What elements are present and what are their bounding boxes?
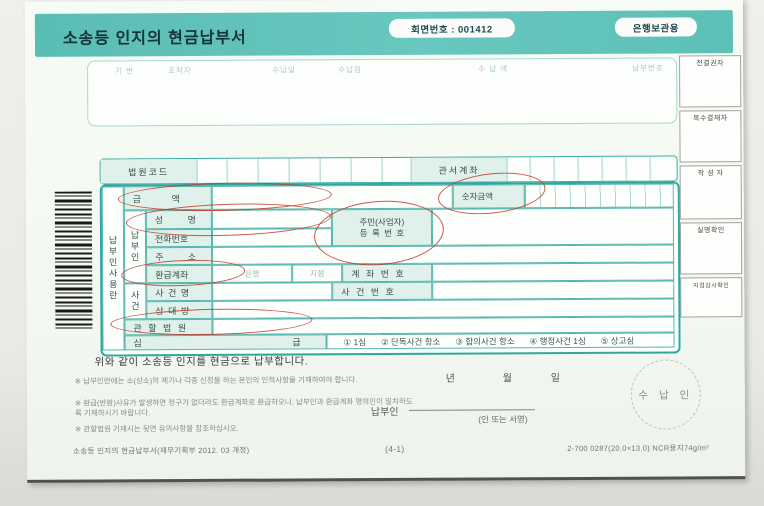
instance-option-2: ② 단독사건 항소 xyxy=(381,336,441,347)
resident-no-value-cell xyxy=(431,207,675,246)
bank-receipt-box: 기 번 조작자 수납일 수납점 수 납 액 납부번호 xyxy=(87,57,678,127)
case-no-value-cell xyxy=(432,280,675,300)
col-machine-no: 기 번 xyxy=(115,66,135,76)
footer-right: 2-700 0287(20.0×13.0) NCR용지74g/m² xyxy=(567,443,710,454)
payer-group-cell: 납부인 xyxy=(123,210,147,284)
opponent-value-cell xyxy=(212,298,675,319)
case-group-cell: 사건 xyxy=(124,283,147,320)
note-1: ※ 납부인란에는 소(상소)의 제기나 각종 신청을 하는 본인의 인적사항을 … xyxy=(74,375,358,386)
bank-name-cell: 은행 xyxy=(212,264,293,283)
footer-left: 소송등 인지의 현금납부서(재무기획부 2012. 03 개정) xyxy=(73,445,250,456)
note-2: ※ 환급(반환)사유가 발생하면 청구가 없더라도 환급계좌로 환급하오니, 납… xyxy=(74,396,413,418)
col-receipt-date: 수납일 xyxy=(272,65,296,75)
user-area-label: 납부인사용란 xyxy=(107,235,118,302)
amount-value-cell xyxy=(211,184,453,210)
phone-value-cell xyxy=(211,228,333,247)
instance-label-cell: 심 급 xyxy=(124,334,327,351)
instance-option-5: ⑤ 상고심 xyxy=(600,335,635,346)
amount-label-cell: 금 액 xyxy=(123,185,212,211)
branch-name-cell: 지점 xyxy=(292,264,343,283)
receipt-stamp-circle: 수 납 인 xyxy=(630,359,701,430)
payer-form-table: 납부인사용란 금 액 숫자금액 납부인 성 명 주민(사업자) 등 록 번 호 … xyxy=(99,181,681,357)
screen-number-badge: 회면번호 : 001412 xyxy=(388,18,515,38)
footer-center: (4-1) xyxy=(385,443,405,455)
office-account-label: 관서계좌 xyxy=(410,157,508,182)
case-no-label-cell: 사 건 번 호 xyxy=(332,281,433,301)
user-area-cell: 납부인사용란 xyxy=(101,186,125,351)
phone-label-cell: 전화번호 xyxy=(145,228,213,248)
header-band: 소송등 인지의 현금납부서 회면번호 : 001412 은행보관용 xyxy=(34,10,734,57)
approval-box-audit: 지점감사확인 xyxy=(680,277,743,318)
refund-account-label-cell: 환급계좌 xyxy=(146,264,213,284)
case-name-value-cell xyxy=(212,282,333,301)
account-no-label-cell: 계 좌 번 호 xyxy=(342,263,433,283)
col-payment-no: 납부번호 xyxy=(632,63,664,73)
barcode xyxy=(54,191,93,330)
opponent-label-cell: 상 대 방 xyxy=(146,300,213,320)
name-value-cell xyxy=(211,209,332,229)
day-label: 일 xyxy=(550,373,560,385)
numeric-amount-label-cell: 숫자금액 xyxy=(452,184,525,209)
form-paper: 소송등 인지의 현금납부서 회면번호 : 001412 은행보관용 기 번 조작… xyxy=(24,0,746,483)
signature-line xyxy=(408,395,535,411)
instance-option-1: ① 1심 xyxy=(343,336,367,347)
address-value-cell xyxy=(212,244,675,265)
instance-option-4: ④ 행정사건 1심 xyxy=(529,335,586,346)
approval-box-multiple: 복수결재자 xyxy=(679,110,742,163)
year-label: 년 xyxy=(445,373,455,385)
approval-box-preparer: 작 성 자 xyxy=(679,165,742,220)
approval-box-final: 전결권자 xyxy=(679,55,742,108)
col-amount: 수 납 액 xyxy=(478,64,509,74)
month-label: 월 xyxy=(502,373,512,385)
seal-or-signature-hint: (인 또는 서명) xyxy=(478,414,528,425)
account-no-value-cell xyxy=(432,262,675,282)
col-branch: 수납점 xyxy=(338,65,362,75)
numeric-amount-digits-cell xyxy=(524,183,674,209)
court-label-cell: 관 할 법 원 xyxy=(124,318,213,336)
note-3: ※ 관할법원 기재시는 뒷면 유의사항을 참조하십시오. xyxy=(74,423,239,434)
resident-no-label-cell: 주민(사업자) 등 록 번 호 xyxy=(331,208,433,247)
bank-copy-badge: 은행보관용 xyxy=(614,17,697,37)
instance-option-3: ③ 합의사건 항소 xyxy=(455,335,515,347)
payer-signature-label: 납부인 xyxy=(370,406,399,419)
approval-box-identity: 실명확인 xyxy=(679,222,743,275)
form-title: 소송등 인지의 현금납부서 xyxy=(62,29,247,48)
instance-options-cell: ① 1심 ② 단독사건 항소 ③ 합의사건 항소 ④ 행정사건 1심 ⑤ 상고심 xyxy=(326,332,675,350)
court-code-label: 법원코드 xyxy=(100,158,198,184)
name-label-cell: 성 명 xyxy=(145,209,212,230)
case-name-label-cell: 사 건 명 xyxy=(146,282,213,302)
declaration-text: 위와 같이 소송등 인지를 현금으로 납부합니다. xyxy=(94,355,309,369)
address-label-cell: 주 소 xyxy=(146,246,213,266)
code-row: 법원코드 관서계좌 xyxy=(99,155,678,185)
col-operator: 조작자 xyxy=(168,66,192,76)
